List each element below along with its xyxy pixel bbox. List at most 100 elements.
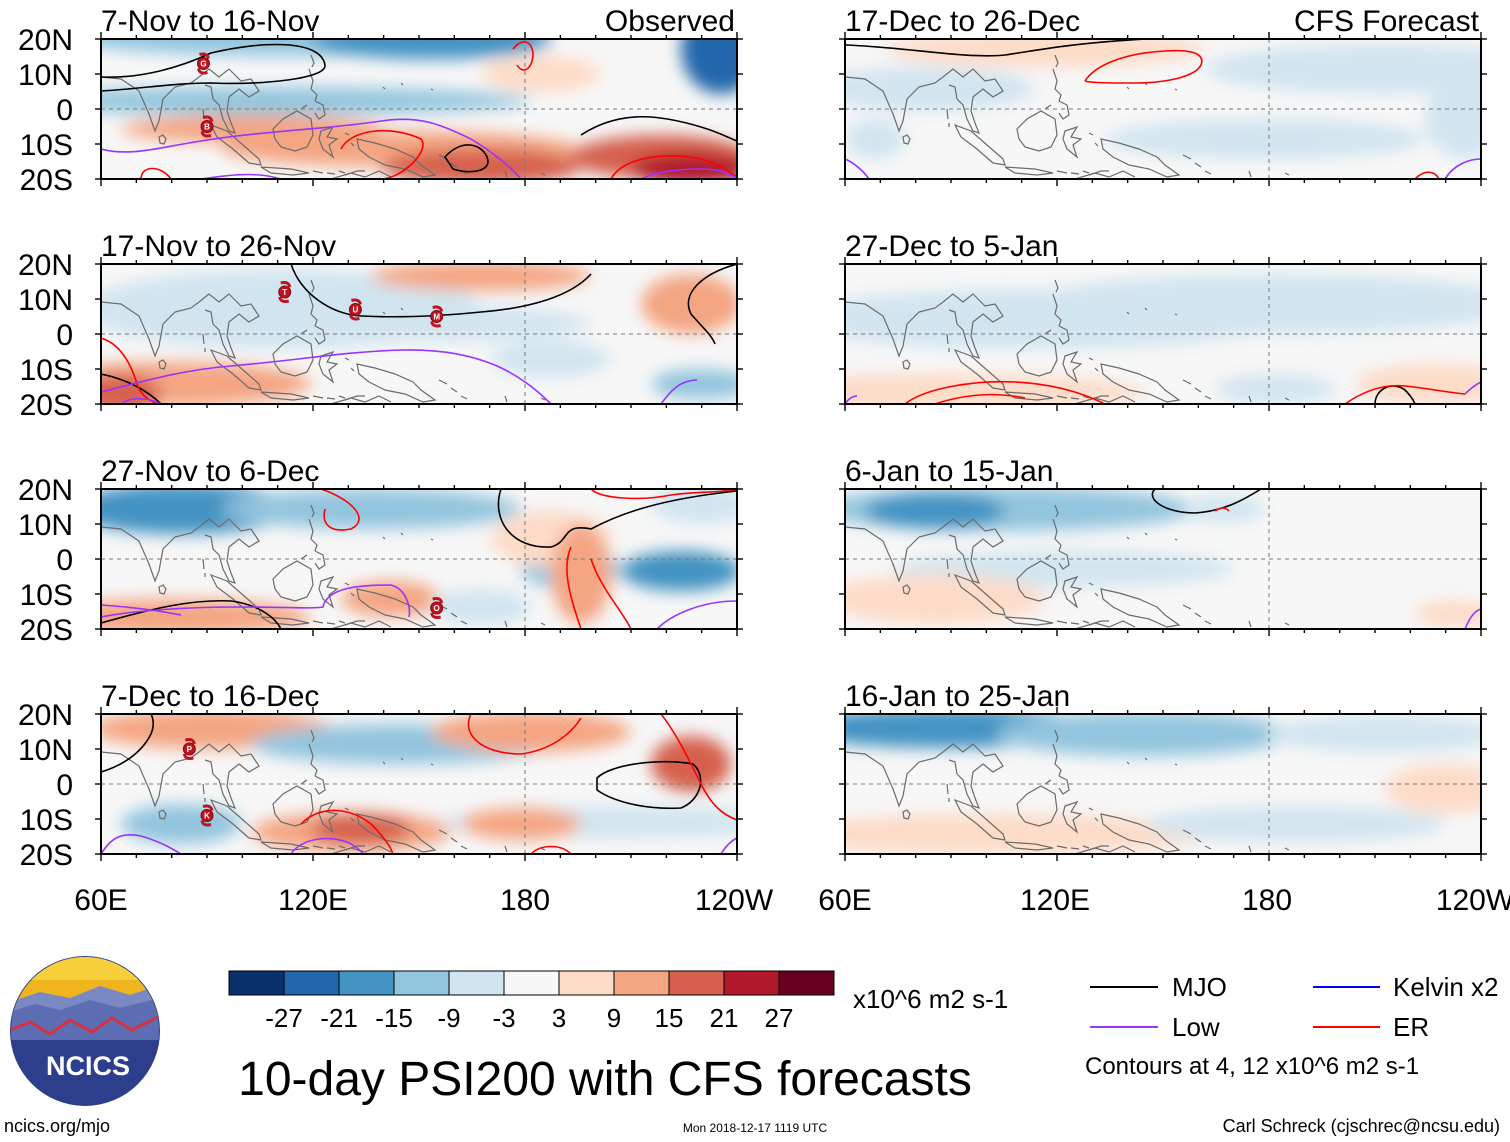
anomaly-shade [431, 714, 631, 752]
contour-line [101, 43, 326, 92]
contour-line [687, 264, 737, 345]
contour-line [101, 118, 522, 179]
storm-letter: P [187, 745, 193, 754]
contour-line [101, 584, 411, 618]
panel-period-label: 7-Dec to 16-Dec [101, 680, 319, 713]
logo-text: NCICS [46, 1051, 130, 1081]
anomaly-shade [311, 814, 411, 844]
colorbar-tick-label: 9 [607, 1003, 621, 1033]
anomaly-shade [221, 489, 521, 529]
map-panels: 7-Nov to 16-Nov ObservedGB20N10N010S20S17… [18, 5, 1487, 872]
psi-shading [845, 274, 1481, 404]
panel-period-label: 17-Nov to 26-Nov [101, 230, 336, 263]
legend-kelvin-label: Kelvin x2 [1393, 972, 1499, 1002]
tropical-cyclone-icon: M [430, 305, 444, 328]
lat-label: 0 [56, 544, 73, 577]
colorbar-tick-label: -15 [375, 1003, 413, 1033]
colorbar-swatch [228, 970, 285, 996]
anomaly-shade [341, 581, 441, 617]
map-panel-right-3: 6-Jan to 15-Jan [839, 455, 1487, 636]
lon-label-60e-right: 60E [818, 884, 871, 917]
lon-label-120w: 120W [695, 884, 774, 917]
colorbar-tick-label: -3 [492, 1003, 515, 1033]
anomaly-shade [1415, 600, 1481, 628]
contour-line [660, 714, 737, 821]
contour-line [720, 837, 737, 854]
contour-line [467, 714, 582, 755]
anomaly-shade [1215, 374, 1335, 404]
legend: MJO Kelvin x2 Low ER Contours at 4, 12 x… [1085, 972, 1499, 1080]
contour-line [566, 546, 582, 629]
colorbar-tick-label: 15 [655, 1003, 684, 1033]
lon-label-60e: 60E [74, 884, 127, 917]
lat-label: 10N [18, 284, 73, 317]
lat-label: 10N [18, 59, 73, 92]
contour-line [320, 489, 360, 531]
anomaly-shade [845, 374, 1145, 404]
contour-line [1214, 507, 1230, 512]
anomaly-shade [845, 574, 1045, 624]
storm-letter: G [200, 60, 206, 69]
lon-label-120e: 120E [278, 884, 348, 917]
colorbar-units: x10^6 m2 s-1 [853, 984, 1008, 1014]
contour-line [140, 167, 172, 179]
lat-label: 0 [56, 94, 73, 127]
lon-label-180: 180 [500, 884, 550, 917]
lat-label: 0 [56, 319, 73, 352]
anomaly-shade [491, 341, 611, 377]
contour-line [590, 558, 632, 629]
longitude-labels-left: 60E 120E 180 120W [74, 884, 774, 917]
contour-line [656, 600, 737, 629]
storm-letter: K [204, 812, 210, 821]
panel-period-label: 16-Jan to 25-Jan [845, 680, 1070, 713]
anomaly-shade [651, 489, 737, 524]
lat-label: 0 [56, 769, 73, 802]
tropical-cyclone-icon: B [200, 115, 214, 138]
contour-line [290, 837, 364, 854]
lon-label-180-right: 180 [1242, 884, 1292, 917]
figure-title: 10-day PSI200 with CFS forecasts [238, 1053, 972, 1106]
colorbar-swatch [558, 970, 615, 996]
panel-period-label: 6-Jan to 15-Jan [845, 455, 1053, 488]
colorbar: -27 -21 -15 -9 -3 3 9 15 21 27 [228, 970, 835, 1033]
contour-line [1414, 171, 1440, 179]
anomaly-shade [1265, 716, 1481, 752]
colorbar-swatch [723, 970, 780, 996]
anomaly-shade [845, 814, 1215, 854]
storm-letter: B [204, 123, 210, 132]
lat-label: 10S [20, 804, 73, 837]
contour-line [300, 809, 394, 854]
colorbar-swatch [668, 970, 725, 996]
lat-label: 20S [20, 164, 73, 197]
colorbar-tick-label: -27 [265, 1003, 303, 1033]
lat-label: 20N [18, 249, 73, 282]
footer-credit: Carl Schreck (cjschrec@ncsu.edu) [1223, 1116, 1500, 1136]
legend-contours-note: Contours at 4, 12 x10^6 m2 s-1 [1085, 1053, 1419, 1080]
anomaly-shade [995, 714, 1295, 756]
legend-low-label: Low [1172, 1012, 1220, 1042]
contour-line [101, 714, 155, 773]
legend-mjo-label: MJO [1172, 972, 1227, 1002]
contour-line [934, 393, 1026, 404]
contour-line [640, 168, 737, 179]
anomaly-shade [1385, 764, 1481, 814]
storm-letter: M [433, 313, 440, 322]
lat-label: 10S [20, 579, 73, 612]
contour-line [101, 349, 552, 404]
contour-line [512, 41, 534, 71]
panel-period-label: 7-Nov to 16-Nov [101, 5, 319, 38]
anomaly-shade [1425, 79, 1481, 159]
anomaly-shade [1145, 806, 1445, 842]
panel-period-label: 27-Nov to 6-Dec [101, 455, 319, 488]
colorbar-swatch [393, 970, 450, 996]
colorbar-tick-label: 27 [765, 1003, 794, 1033]
contour-line [660, 379, 698, 404]
contour-line [530, 845, 572, 854]
colorbar-tick-label: -21 [320, 1003, 358, 1033]
contour-line [1464, 608, 1481, 629]
contour-line [200, 173, 282, 179]
anomaly-shade [551, 524, 611, 624]
anomaly-shade [651, 369, 737, 399]
